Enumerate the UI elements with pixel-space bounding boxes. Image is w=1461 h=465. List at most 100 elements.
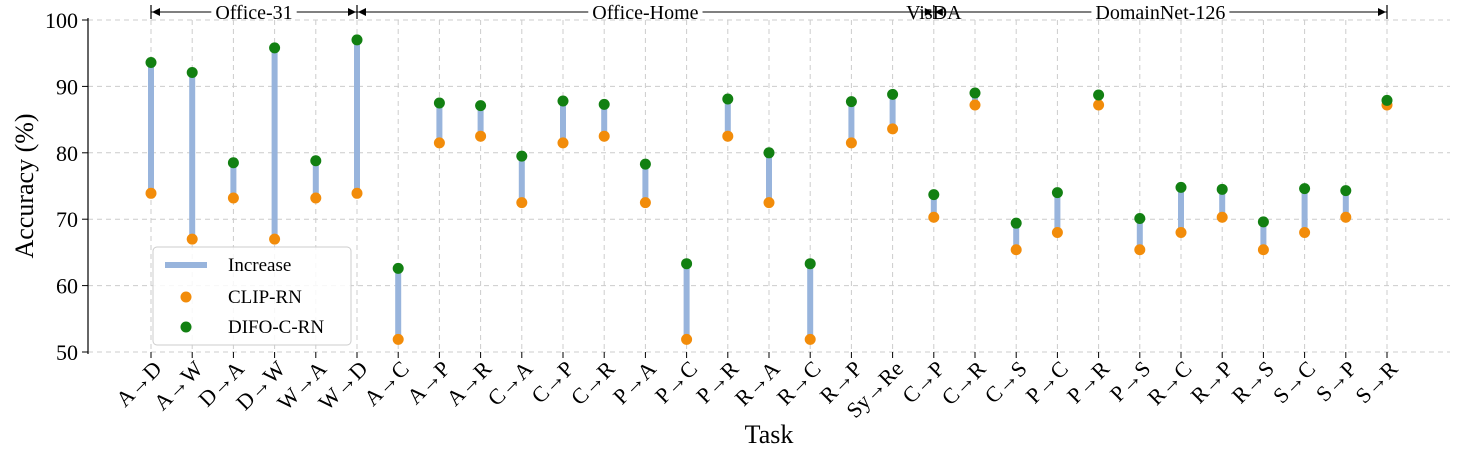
group-arrow-head: [924, 8, 933, 16]
x-tick-label: R→C: [772, 356, 826, 410]
x-tick-label: S→R: [1350, 356, 1402, 408]
difo-c-rn-point: [557, 95, 569, 107]
difo-c-rn-point: [1051, 187, 1063, 199]
difo-c-rn-point: [145, 56, 157, 68]
difo-c-rn-point: [1381, 94, 1393, 106]
difo-c-rn-point: [763, 147, 775, 159]
clip-rn-point: [475, 130, 487, 142]
difo-c-rn-point: [269, 42, 281, 54]
axes: 5060708090100A→DA→WD→AD→WW→AW→DA→CA→PA→R…: [45, 8, 1403, 423]
clip-rn-point: [269, 233, 281, 245]
difo-c-rn-point: [639, 158, 651, 170]
difo-c-rn-point: [598, 98, 610, 110]
legend: Increase CLIP-RN DIFO-C-RN: [152, 246, 352, 346]
difo-c-rn-point: [1257, 216, 1269, 228]
clip-rn-point: [1051, 226, 1063, 238]
clip-rn-point: [1010, 244, 1022, 256]
legend-label: DIFO-C-RN: [228, 317, 324, 338]
clip-rn-point: [804, 333, 816, 345]
clip-rn-point: [433, 137, 445, 149]
x-tick-label: P→A: [608, 356, 661, 409]
difo-c-rn-point: [1175, 181, 1187, 193]
difo-c-rn-point: [845, 96, 857, 108]
difo-c-rn-point: [1010, 217, 1022, 229]
difo-c-rn-point: [1299, 183, 1311, 195]
x-tick-label: C→A: [482, 356, 537, 411]
x-axis-label: Task: [745, 420, 794, 449]
x-tick-label: C→S: [979, 356, 1031, 408]
legend-swatch-point: [180, 321, 192, 333]
clip-rn-point: [1134, 244, 1146, 256]
group-label: Office-Home: [592, 2, 698, 24]
group-arrow-head: [348, 8, 356, 16]
clip-rn-point: [969, 99, 981, 111]
clip-rn-point: [1175, 226, 1187, 238]
difo-c-rn-point: [1340, 185, 1352, 197]
difo-c-rn-point: [722, 93, 734, 105]
difo-c-rn-point: [186, 66, 198, 78]
clip-rn-point: [598, 130, 610, 142]
y-tick-label: 80: [56, 141, 78, 166]
legend-label: CLIP-RN: [228, 287, 302, 308]
x-tick-label: R→S: [1227, 356, 1279, 408]
difo-c-rn-point: [681, 258, 693, 270]
y-tick-label: 90: [56, 74, 78, 99]
x-tick-label: P→C: [1021, 356, 1073, 408]
group-label: Office-31: [215, 2, 292, 24]
difo-c-rn-point: [227, 157, 239, 169]
difo-c-rn-point: [804, 258, 816, 270]
dataset-group-brackets: Office-31 Office-Home VisDA DomainNet-126: [150, 2, 1388, 24]
legend-swatch-point: [180, 291, 192, 303]
clip-rn-point: [1257, 244, 1269, 256]
data-marks: [145, 34, 1393, 345]
x-tick-label: A→P: [402, 356, 455, 409]
clip-rn-point: [310, 192, 322, 204]
clip-rn-point: [722, 130, 734, 142]
group-arrow-head: [358, 8, 366, 16]
clip-rn-point: [557, 137, 569, 149]
x-tick-label: P→R: [1062, 356, 1114, 408]
y-tick-label: 50: [56, 340, 78, 365]
x-tick-label: A→C: [359, 356, 414, 411]
clip-rn-point: [1340, 211, 1352, 223]
clip-rn-point: [1216, 211, 1228, 223]
clip-rn-point: [516, 197, 528, 209]
difo-c-rn-point: [433, 97, 445, 109]
clip-rn-point: [186, 233, 198, 245]
x-tick-label: S→P: [1311, 356, 1362, 407]
clip-rn-point: [145, 187, 157, 199]
legend-label: Increase: [228, 255, 291, 276]
y-tick-label: 60: [56, 274, 78, 299]
clip-rn-point: [1093, 99, 1105, 111]
group-arrow-head: [152, 8, 160, 16]
x-tick-label: R→P: [1185, 356, 1237, 408]
x-tick-label: R→A: [730, 356, 785, 411]
difo-c-rn-point: [887, 88, 899, 100]
x-tick-label: P→S: [1105, 356, 1156, 407]
x-tick-label: S→C: [1268, 356, 1320, 408]
difo-c-rn-point: [1134, 213, 1146, 225]
clip-rn-point: [639, 197, 651, 209]
clip-rn-point: [887, 123, 899, 135]
x-tick-label: C→R: [566, 356, 620, 410]
y-tick-label: 70: [56, 207, 78, 232]
difo-c-rn-point: [1216, 183, 1228, 195]
difo-c-rn-point: [928, 189, 940, 201]
x-tick-label: C→P: [526, 356, 578, 408]
legend-box: [152, 246, 352, 346]
clip-rn-point: [227, 192, 239, 204]
x-tick-label: R→C: [1143, 356, 1197, 410]
x-tick-label: C→R: [937, 356, 991, 410]
difo-c-rn-point: [516, 150, 528, 162]
difo-c-rn-point: [351, 34, 363, 46]
clip-rn-point: [392, 333, 404, 345]
clip-rn-point: [1299, 226, 1311, 238]
group-label: DomainNet-126: [1095, 2, 1225, 24]
y-tick-label: 100: [45, 8, 78, 33]
difo-c-rn-point: [475, 100, 487, 112]
group-arrow-head: [934, 8, 943, 16]
x-tick-label: A→R: [441, 356, 496, 411]
clip-rn-point: [763, 197, 775, 209]
clip-rn-point: [681, 333, 693, 345]
